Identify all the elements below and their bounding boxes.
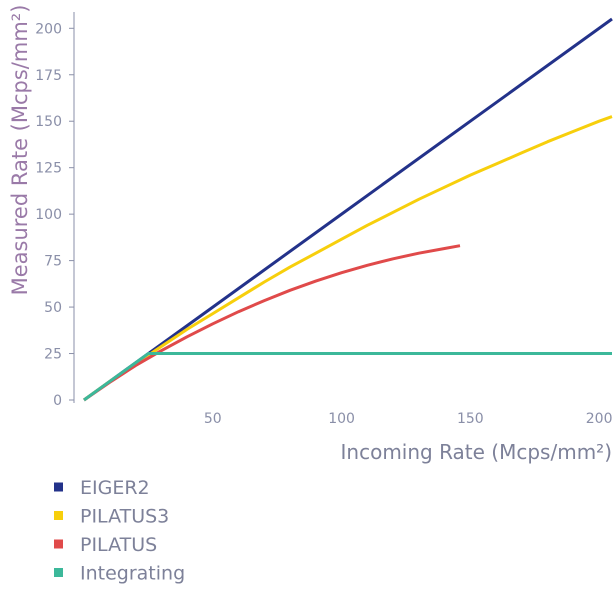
legend: EIGER2 PILATUS3 PILATUS Integrating [54, 477, 185, 585]
legend-swatch [54, 539, 63, 549]
legend-label: EIGER2 [80, 477, 150, 499]
legend-swatch [54, 511, 63, 520]
y-tick-label: 50 [44, 300, 62, 316]
x-tick-label: 200 [586, 411, 613, 427]
series-line-pilatus3 [83, 115, 613, 402]
legend-label: PILATUS3 [80, 506, 169, 528]
legend-label: Integrating [80, 563, 185, 585]
y-axis-label: Measured Rate (Mcps/mm²) [8, 5, 32, 296]
y-tick-label: 150 [35, 114, 62, 130]
legend-swatch [54, 568, 63, 577]
y-tick-label: 175 [35, 68, 62, 84]
series-line-eiger2 [83, 17, 613, 402]
x-axis-label: Incoming Rate (Mcps/mm²) [341, 440, 612, 464]
series-line-pilatus [83, 244, 461, 402]
series-line-integrating [83, 352, 612, 402]
legend-swatch [54, 482, 63, 492]
x-ticks: 50 100 150 200 [204, 411, 613, 427]
series-lines [83, 17, 613, 402]
y-tick-label: 0 [53, 393, 62, 409]
y-tick-label: 100 [35, 207, 62, 223]
y-tick-label: 75 [44, 254, 62, 270]
y-tick-label: 25 [44, 347, 62, 363]
legend-label: PILATUS [80, 534, 157, 556]
x-tick-label: 50 [204, 411, 222, 427]
y-ticks: 0 25 50 75 100 125 150 175 200 [35, 21, 74, 409]
x-tick-label: 150 [457, 411, 484, 427]
y-tick-label: 200 [35, 21, 62, 37]
y-tick-label: 125 [35, 161, 62, 177]
x-tick-label: 100 [328, 411, 355, 427]
